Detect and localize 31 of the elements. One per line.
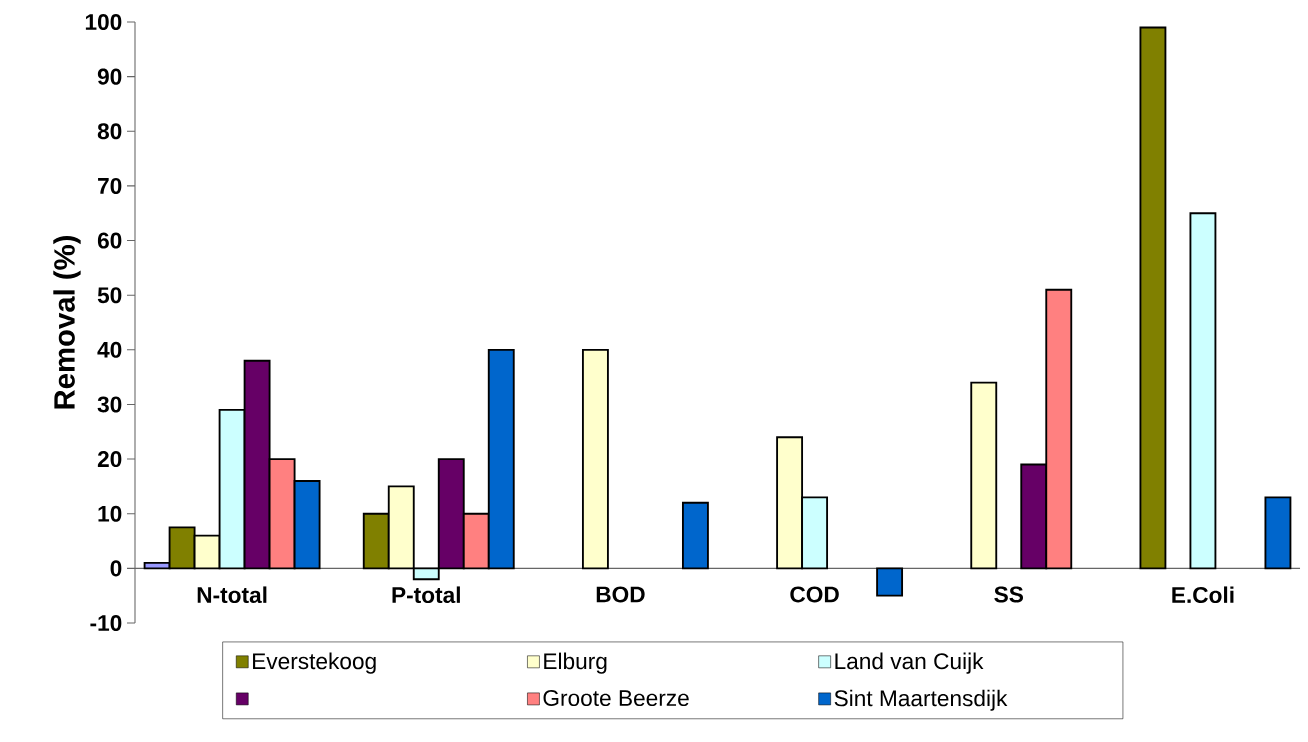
y-tick-label: 0 (110, 560, 122, 577)
bar (681, 501, 709, 570)
y-tick-label: -10 (90, 614, 122, 632)
y-tick-label: 30 (97, 396, 122, 413)
bar (581, 348, 609, 570)
legend-label: Everstekoog (253, 652, 376, 674)
legend-label: Sint Maartensdijk (834, 689, 1008, 711)
y-tick-label: 100 (85, 13, 122, 31)
y-tick-label: 90 (97, 68, 122, 85)
y-tick-label: 40 (97, 341, 122, 358)
x-tick-label: P-total (392, 586, 460, 604)
bar (1189, 212, 1217, 570)
y-tick-label: 50 (97, 287, 122, 304)
bar (1264, 496, 1292, 570)
legend-label: Groote Beerze (543, 689, 689, 707)
legend-label: Elburg (544, 652, 607, 674)
y-tick-label: 80 (97, 123, 122, 140)
x-tick-label: BOD (596, 586, 645, 603)
y-tick-label: 10 (98, 505, 122, 522)
bar (1139, 26, 1167, 570)
legend-label: Land van Cuijk (835, 652, 984, 674)
y-tick-label: 60 (97, 232, 122, 249)
bar (876, 567, 904, 597)
x-tick-label: COD (790, 586, 839, 603)
y-tick-label: 20 (97, 451, 122, 468)
x-tick-label: E.Coli (1172, 586, 1234, 604)
y-tick-label: 70 (98, 177, 122, 194)
x-tick-label: SS (994, 586, 1023, 603)
y-axis-title: Removal (%) (53, 235, 81, 409)
x-tick-label: N-total (197, 586, 267, 604)
bar (970, 381, 998, 570)
